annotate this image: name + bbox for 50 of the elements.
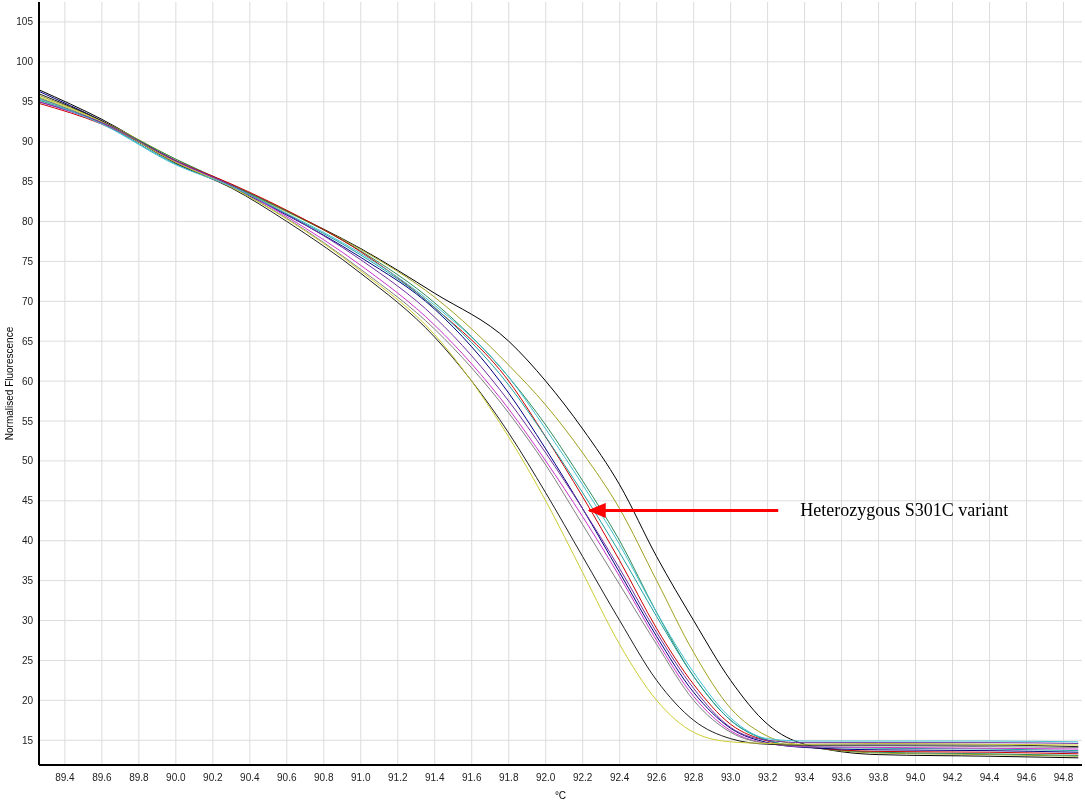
x-tick-label: 89.4	[55, 772, 76, 783]
y-tick-label: 55	[21, 415, 34, 427]
x-tick-label: 94.0	[905, 772, 926, 783]
y-tick-label: 15	[21, 734, 34, 746]
y-tick-label: 95	[21, 96, 34, 108]
x-tick-label: 92.8	[683, 772, 704, 783]
x-tick-label: 94.8	[1053, 772, 1074, 783]
x-tick-label: 93.2	[757, 772, 778, 783]
y-tick-label: 35	[21, 575, 34, 587]
y-tick-label: 75	[21, 255, 34, 267]
y-tick-label: 60	[21, 375, 34, 387]
x-tick-label: 90.2	[203, 772, 223, 783]
y-axis-title: Normalised Fluorescence	[4, 326, 15, 441]
x-tick-label: 92.6	[646, 772, 667, 783]
y-tick-label: 20	[21, 694, 34, 706]
x-tick-label: 92.4	[609, 772, 630, 783]
y-tick-label: 80	[21, 215, 34, 227]
y-tick-label: 45	[21, 495, 34, 507]
x-tick-label: 90.8	[314, 772, 334, 783]
y-tick-label: 25	[21, 654, 34, 666]
x-tick-label: 91.6	[462, 772, 482, 783]
y-tick-label: 100	[16, 56, 34, 68]
x-tick-label: 93.0	[720, 772, 741, 783]
y-tick-label: 65	[21, 335, 34, 347]
x-tick-label: 91.4	[425, 772, 445, 783]
x-tick-label: 90.6	[277, 772, 297, 783]
y-tick-label: 30	[21, 615, 34, 627]
y-tick-label: 90	[21, 136, 34, 148]
y-tick-label: 85	[21, 176, 34, 188]
x-tick-label: 93.4	[794, 772, 815, 783]
y-tick-label: 40	[21, 535, 34, 547]
x-tick-label: 93.8	[868, 772, 889, 783]
x-axis-title: °C	[554, 790, 567, 801]
y-tick-label: 105	[16, 16, 34, 28]
x-tick-label: 90.0	[166, 772, 187, 783]
x-tick-label: 92.2	[572, 772, 593, 783]
y-tick-label: 70	[21, 295, 34, 307]
y-tick-label: 50	[21, 455, 34, 467]
x-tick-label: 89.6	[92, 772, 113, 783]
x-tick-label: 90.4	[240, 772, 260, 783]
x-tick-label: 93.6	[831, 772, 852, 783]
x-tick-label: 94.4	[979, 772, 1000, 783]
x-tick-label: 91.8	[498, 772, 519, 783]
x-tick-label: 92.0	[535, 772, 556, 783]
annotation: Heterozygous S301C variant	[800, 500, 1009, 521]
x-tick-label: 89.8	[129, 772, 150, 783]
x-tick-label: 94.2	[942, 772, 963, 783]
x-tick-label: 91.2	[388, 772, 408, 783]
x-tick-label: 94.6	[1016, 772, 1037, 783]
x-tick-label: 91.0	[351, 772, 371, 783]
